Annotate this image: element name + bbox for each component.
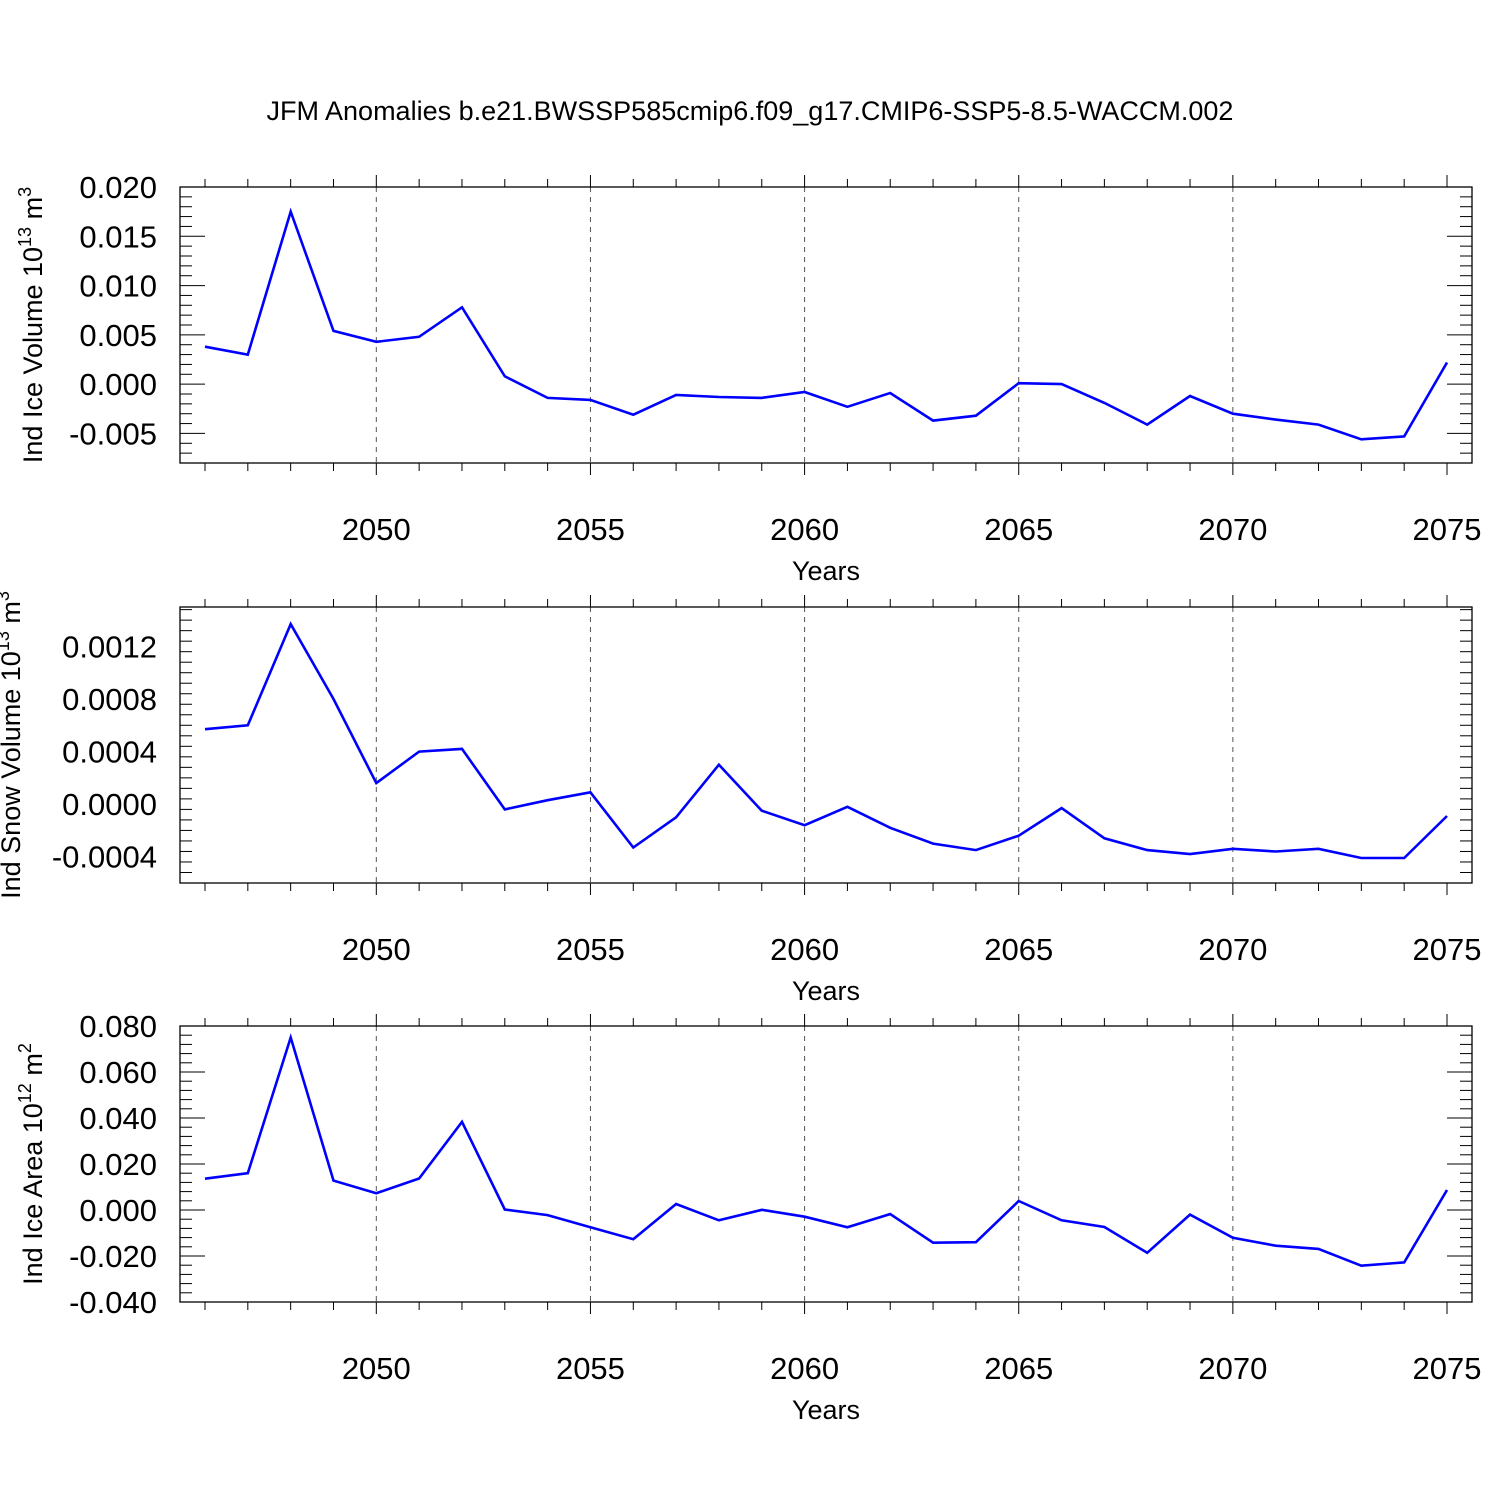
x-tick-label: 2055	[556, 1351, 625, 1386]
y-tick-label: 0.015	[79, 219, 157, 254]
panel-snow-volume: -0.0004 0.0000 0.0004 0.0008 0.0012 2050 2055 2…	[0, 591, 1481, 1006]
y-tick-label: 0.000	[79, 1193, 157, 1228]
x-tick-label: 2060	[770, 512, 839, 547]
y-axis-label: Ind Ice Area 1012 m2	[15, 1043, 48, 1285]
x-tick-label: 2060	[770, 1351, 839, 1386]
y-axis-label: Ind Snow Volume 1013 m3	[0, 591, 26, 899]
x-tick-label: 2065	[984, 1351, 1053, 1386]
x-tick-label: 2070	[1198, 1351, 1267, 1386]
y-tick-label: 0.0000	[62, 787, 157, 822]
y-tick-label: 0.0012	[62, 629, 157, 664]
x-tick-label: 2075	[1413, 932, 1482, 967]
x-tick-label: 2050	[342, 932, 411, 967]
y-tick-label: 0.0004	[62, 735, 157, 770]
y-tick-label: 0.020	[79, 170, 157, 205]
y-tick-label: 0.0008	[62, 682, 157, 717]
x-tick-label: 2060	[770, 932, 839, 967]
y-tick-label: -0.0004	[52, 840, 157, 875]
series-line	[204, 207, 1449, 441]
panel-ice-volume: -0.005 0.000 0.005 0.010 0.015 0.020 2050 2055 2…	[15, 170, 1481, 586]
x-tick-label: 2050	[342, 512, 411, 547]
y-tick-label: -0.040	[69, 1285, 157, 1320]
x-axis-label: Years	[792, 556, 860, 586]
x-axis-label: Years	[792, 1395, 860, 1425]
series-line	[204, 1033, 1449, 1268]
plot-frame	[179, 186, 1473, 464]
plot-frame	[179, 606, 1473, 884]
y-tick-label: -0.005	[69, 416, 157, 451]
series-line	[204, 621, 1448, 860]
y-tick-label: 0.080	[79, 1009, 157, 1044]
x-tick-label: 2065	[984, 512, 1053, 547]
y-tick-label: 0.020	[79, 1147, 157, 1182]
plot-frame	[179, 1025, 1473, 1303]
y-tick-label: 0.000	[79, 367, 157, 402]
x-tick-label: 2055	[556, 512, 625, 547]
x-axis-label: Years	[792, 976, 860, 1006]
figure-title: JFM Anomalies b.e21.BWSSP585cmip6.f09_g1…	[266, 96, 1234, 126]
y-tick-label: 0.010	[79, 269, 157, 304]
y-tick-label: 0.005	[79, 318, 157, 353]
x-tick-label: 2075	[1413, 1351, 1482, 1386]
x-tick-label: 2075	[1413, 512, 1482, 547]
y-axis-label: Ind Ice Volume 1013 m3	[15, 187, 48, 463]
y-tick-label: -0.020	[69, 1239, 157, 1274]
x-tick-label: 2070	[1198, 932, 1267, 967]
x-tick-label: 2055	[556, 932, 625, 967]
y-tick-label: 0.040	[79, 1101, 157, 1136]
x-tick-label: 2070	[1198, 512, 1267, 547]
x-tick-label: 2050	[342, 1351, 411, 1386]
panel-ice-area: -0.040 -0.020 0.000 0.020 0.040 0.060 0.080 205…	[15, 1009, 1481, 1425]
y-tick-label: 0.060	[79, 1055, 157, 1090]
x-tick-label: 2065	[984, 932, 1053, 967]
